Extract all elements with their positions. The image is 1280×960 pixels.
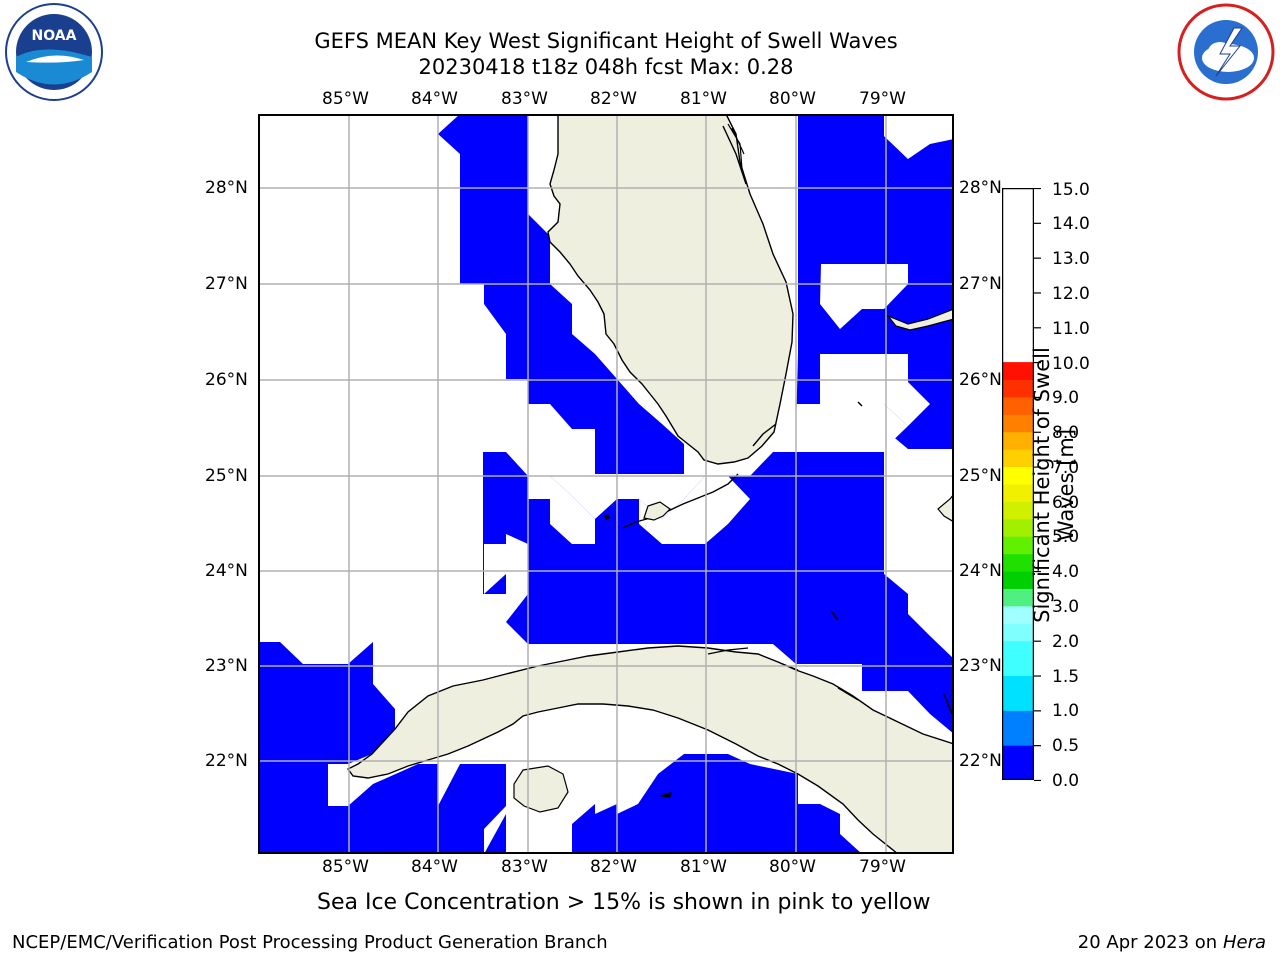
sea-ice-caption: Sea Ice Concentration > 15% is shown in …: [317, 890, 931, 915]
nws-logo: [1176, 2, 1276, 102]
colorbar-title: Significant Height of Swell Waves [m]: [1030, 347, 1078, 623]
lon-label-top-84w: 84°W: [411, 89, 458, 109]
lon-label-bottom-80w: 80°W: [769, 857, 816, 877]
lat-label-right-26n: 26°N: [959, 370, 1002, 390]
lon-label-bottom-82w: 82°W: [590, 857, 637, 877]
footer-date-text: 20 Apr 2023 on: [1077, 932, 1223, 953]
noaa-logo: NOAA: [4, 2, 104, 102]
colorbar-band: [1002, 431, 1034, 450]
colorbar-tick-6: 6.0: [1052, 493, 1080, 513]
colorbar-tick-10: 10.0: [1052, 354, 1090, 374]
lon-label-bottom-85w: 85°W: [322, 857, 369, 877]
colorbar-tick-8: 8.0: [1052, 423, 1080, 443]
lat-label-left-28n: 28°N: [205, 178, 248, 198]
lat-label-right-24n: 24°N: [959, 561, 1002, 581]
colorbar-tick-15: 15.0: [1052, 180, 1090, 200]
graticule: [258, 114, 954, 854]
colorbar-band: [1002, 588, 1034, 607]
colorbar-tick-7: 7.0: [1052, 458, 1080, 478]
chart-subtitle: 20230418 t18z 048h fcst Max: 0.28: [418, 55, 794, 79]
colorbar-band: [1002, 501, 1034, 520]
noaa-logo-text: NOAA: [32, 28, 77, 44]
colorbar-band: [1002, 571, 1034, 589]
lat-label-left-24n: 24°N: [205, 561, 248, 581]
colorbar-band: [1002, 745, 1034, 781]
colorbar-band: [1002, 710, 1034, 746]
colorbar-band: [1002, 605, 1034, 624]
lon-label-top-81w: 81°W: [680, 89, 727, 109]
colorbar-tick-4: 4.0: [1052, 562, 1080, 582]
colorbar-tick-1: 1.0: [1052, 701, 1080, 721]
colorbar-band: [1002, 396, 1034, 415]
colorbar-band: [1002, 466, 1034, 485]
colorbar-band: [1002, 675, 1034, 711]
colorbar-tick-1-5: 1.5: [1052, 667, 1080, 687]
lat-label-left-23n: 23°N: [205, 656, 248, 676]
colorbar-band: [1002, 518, 1034, 537]
colorbar-tick-12: 12.0: [1052, 284, 1090, 304]
colorbar-band: [1002, 362, 1034, 381]
colorbar-frame: [1001, 187, 1035, 781]
map-frame: [258, 114, 954, 854]
colorbar-band: [1002, 640, 1034, 677]
lon-label-top-85w: 85°W: [322, 89, 369, 109]
lon-label-bottom-84w: 84°W: [411, 857, 458, 877]
lat-label-right-28n: 28°N: [959, 178, 1002, 198]
lat-label-right-23n: 23°N: [959, 656, 1002, 676]
lon-label-top-83w: 83°W: [501, 89, 548, 109]
colorbar-tick-3: 3.0: [1052, 597, 1080, 617]
map-panel: [258, 114, 954, 854]
colorbar-band: [1002, 484, 1034, 502]
lat-label-left-25n: 25°N: [205, 466, 248, 486]
colorbar-tick-9: 9.0: [1052, 388, 1080, 408]
colorbar-tick-0-5: 0.5: [1052, 736, 1080, 756]
colorbar-band: [1002, 623, 1034, 642]
lat-label-left-26n: 26°N: [205, 370, 248, 390]
colorbar-band: [1002, 553, 1034, 572]
colorbar-tick-14: 14.0: [1052, 214, 1090, 234]
colorbar-band: [1002, 536, 1034, 555]
footer-host: Hera: [1222, 932, 1266, 953]
footer-credit: NCEP/EMC/Verification Post Processing Pr…: [12, 932, 608, 953]
land-florida: [547, 114, 794, 465]
footer-date: 20 Apr 2023 on Hera: [1078, 932, 1266, 953]
lat-label-right-22n: 22°N: [959, 751, 1002, 771]
colorbar-tick-marks: [1034, 187, 1042, 782]
colorbar-band: [1002, 414, 1034, 433]
lat-label-right-27n: 27°N: [959, 274, 1002, 294]
land-cuba: [346, 645, 954, 854]
lat-label-right-25n: 25°N: [959, 466, 1002, 486]
colorbar: [1001, 187, 1035, 781]
colorbar-tick-5: 5.0: [1052, 527, 1080, 547]
colorbar-band: [1002, 449, 1034, 468]
map-svg: [258, 114, 954, 854]
lon-label-bottom-79w: 79°W: [859, 857, 906, 877]
colorbar-tick-2: 2.0: [1052, 632, 1080, 652]
lat-label-left-27n: 27°N: [205, 274, 248, 294]
lon-label-bottom-81w: 81°W: [680, 857, 727, 877]
colorbar-tick-11: 11.0: [1052, 319, 1090, 339]
swell-field: [258, 114, 954, 854]
colorbar-band: [1002, 379, 1034, 398]
lon-label-top-82w: 82°W: [590, 89, 637, 109]
lon-label-top-79w: 79°W: [859, 89, 906, 109]
lon-label-bottom-83w: 83°W: [501, 857, 548, 877]
colorbar-tick-13: 13.0: [1052, 249, 1090, 269]
colorbar-tick-0: 0.0: [1052, 771, 1080, 791]
lon-label-top-80w: 80°W: [769, 89, 816, 109]
lat-label-left-22n: 22°N: [205, 751, 248, 771]
chart-title: GEFS MEAN Key West Significant Height of…: [314, 29, 898, 53]
